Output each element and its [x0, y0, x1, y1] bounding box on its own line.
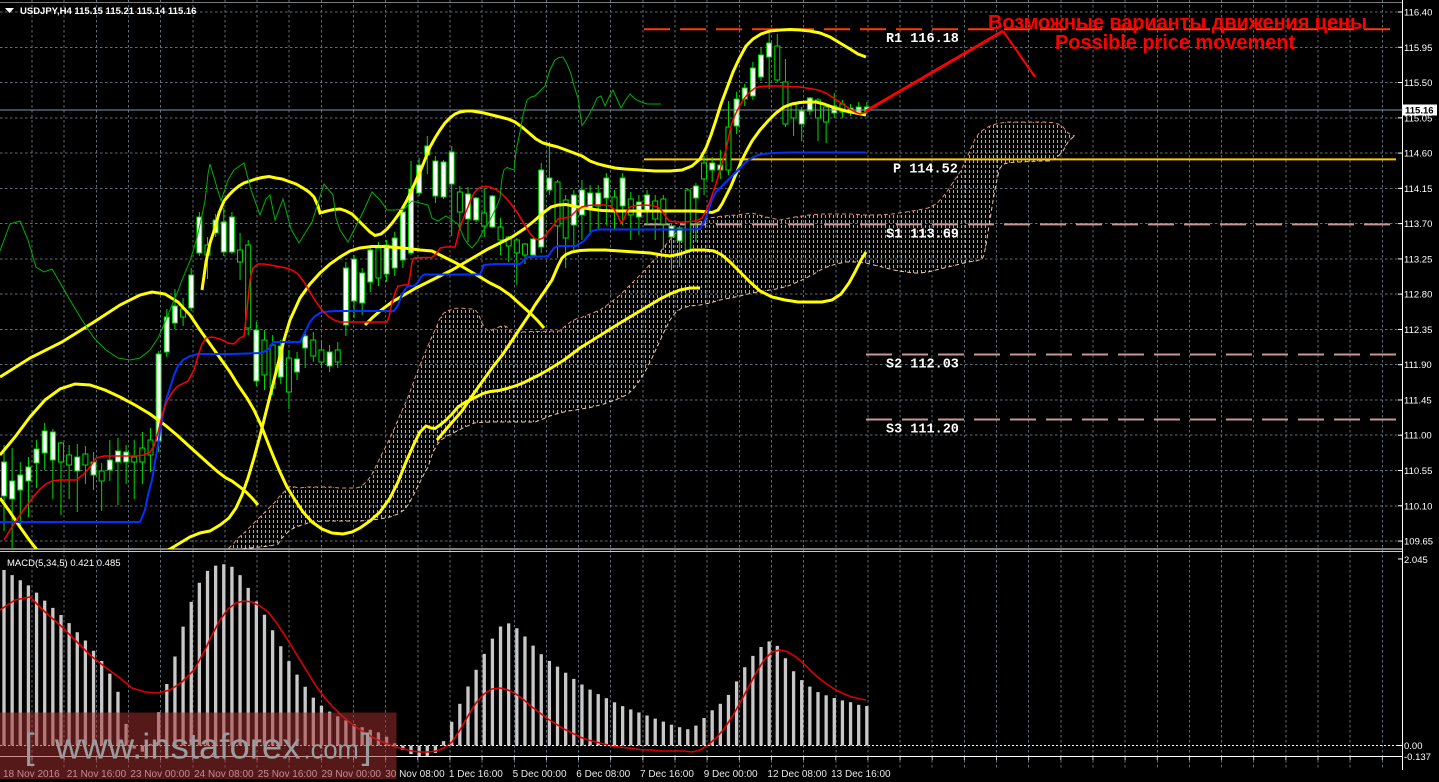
svg-text:113.70: 113.70 [1404, 219, 1432, 230]
svg-text:111.90: 111.90 [1404, 360, 1432, 371]
svg-text:111.00: 111.00 [1404, 431, 1432, 442]
svg-text:115.95: 115.95 [1404, 43, 1432, 54]
svg-text:Possible price movement: Possible price movement [1055, 32, 1295, 54]
svg-text:www.instaforex: www.instaforex [54, 726, 300, 767]
svg-text:USDJPY,H4 115.15 115.21 115.14: USDJPY,H4 115.15 115.21 115.14 115.16 [20, 6, 196, 17]
svg-text:110.55: 110.55 [1404, 466, 1432, 477]
svg-text:115.50: 115.50 [1404, 78, 1432, 89]
svg-text:-0.137: -0.137 [1404, 752, 1431, 763]
svg-text:MACD(5,34,5) 0.421 0.485: MACD(5,34,5) 0.421 0.485 [7, 558, 121, 569]
svg-text:13 Dec 16:00: 13 Dec 16:00 [831, 769, 891, 780]
svg-text:9 Dec 00:00: 9 Dec 00:00 [704, 769, 758, 780]
svg-text:12 Dec 08:00: 12 Dec 08:00 [767, 769, 827, 780]
svg-text:0.00: 0.00 [1404, 741, 1423, 752]
svg-text:110.10: 110.10 [1404, 501, 1432, 512]
svg-text:S3 111.20: S3 111.20 [886, 423, 959, 438]
svg-text:.com: .com [304, 737, 359, 765]
svg-text:2.045: 2.045 [1404, 555, 1428, 566]
svg-text:116.40: 116.40 [1404, 8, 1432, 19]
svg-text:30 Nov 08:00: 30 Nov 08:00 [385, 769, 445, 780]
svg-text:[: [ [25, 726, 35, 767]
svg-text:R1 116.18: R1 116.18 [886, 32, 959, 47]
svg-text:109.65: 109.65 [1404, 537, 1433, 548]
svg-text:Возможные варианты движения це: Возможные варианты движения цены [988, 12, 1367, 34]
svg-text:112.35: 112.35 [1404, 325, 1432, 336]
svg-text:115.05: 115.05 [1404, 113, 1432, 124]
svg-text:]: ] [362, 726, 372, 767]
svg-text:P 114.52: P 114.52 [893, 162, 958, 177]
svg-text:113.25: 113.25 [1404, 254, 1432, 265]
svg-text:5 Dec 00:00: 5 Dec 00:00 [513, 769, 567, 780]
svg-text:111.45: 111.45 [1404, 395, 1432, 406]
svg-text:7 Dec 16:00: 7 Dec 16:00 [640, 769, 694, 780]
svg-text:114.15: 114.15 [1404, 184, 1432, 195]
svg-text:6 Dec 08:00: 6 Dec 08:00 [576, 769, 630, 780]
svg-text:S1 113.69: S1 113.69 [886, 227, 959, 242]
svg-text:S2 112.03: S2 112.03 [886, 357, 959, 372]
svg-text:1 Dec 16:00: 1 Dec 16:00 [449, 769, 503, 780]
svg-text:115.16: 115.16 [1405, 106, 1434, 117]
svg-text:114.60: 114.60 [1404, 149, 1432, 160]
svg-text:112.80: 112.80 [1404, 290, 1432, 301]
